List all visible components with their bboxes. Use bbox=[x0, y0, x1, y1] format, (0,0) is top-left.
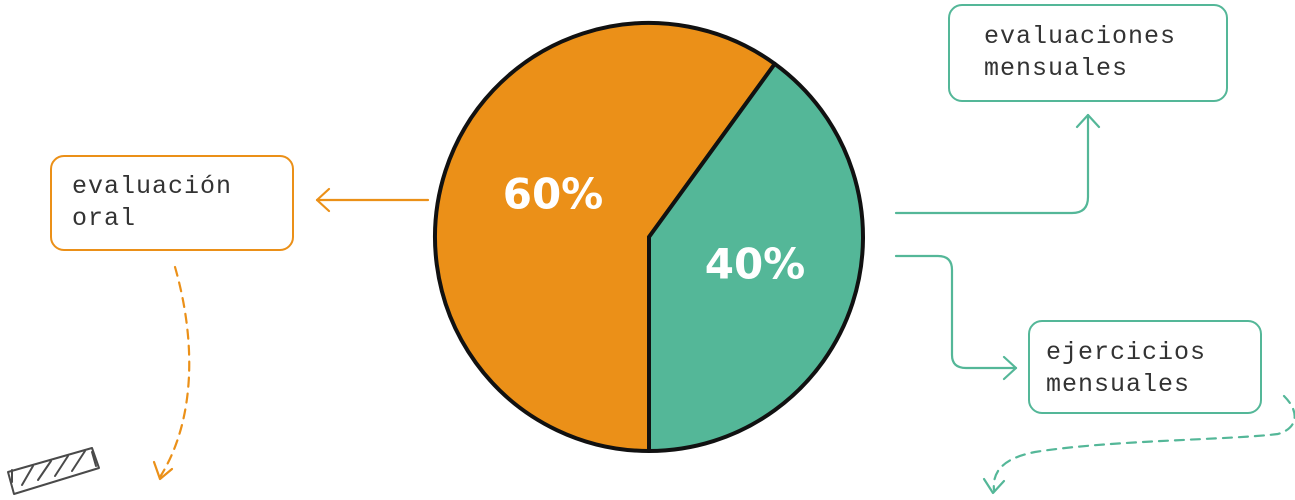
evaluaciones-mensuales-line1: evaluaciones bbox=[984, 22, 1177, 51]
dashed-arrow-oral-down bbox=[152, 265, 191, 481]
evaluaciones-mensuales-line2: mensuales bbox=[984, 54, 1129, 83]
striped-tape-icon bbox=[7, 447, 100, 495]
pie-chart: 60% 40% bbox=[433, 21, 865, 453]
dashed-arrow-ejercicios-down bbox=[982, 394, 1295, 495]
evaluacion-oral-line1: evaluación bbox=[72, 172, 233, 201]
pie-slice-label-1: 60% bbox=[503, 170, 604, 219]
pie-slice-2 bbox=[647, 61, 865, 453]
arrow-to-evaluaciones bbox=[894, 113, 1101, 215]
evaluaciones-mensuales-box: evaluaciones mensuales bbox=[948, 4, 1228, 102]
arrow-to-oral bbox=[315, 187, 430, 213]
pie-slice-label-2: 40% bbox=[705, 240, 806, 289]
ejercicios-mensuales-line1: ejercicios bbox=[1046, 338, 1207, 367]
evaluacion-oral-line2: oral bbox=[72, 204, 137, 233]
ejercicios-mensuales-line2: mensuales bbox=[1046, 370, 1191, 399]
evaluacion-oral-box: evaluación oral bbox=[50, 155, 294, 251]
pie-slice-1 bbox=[433, 21, 777, 453]
ejercicios-mensuales-box: ejercicios mensuales bbox=[1028, 320, 1262, 414]
arrow-to-ejercicios bbox=[894, 254, 1018, 381]
